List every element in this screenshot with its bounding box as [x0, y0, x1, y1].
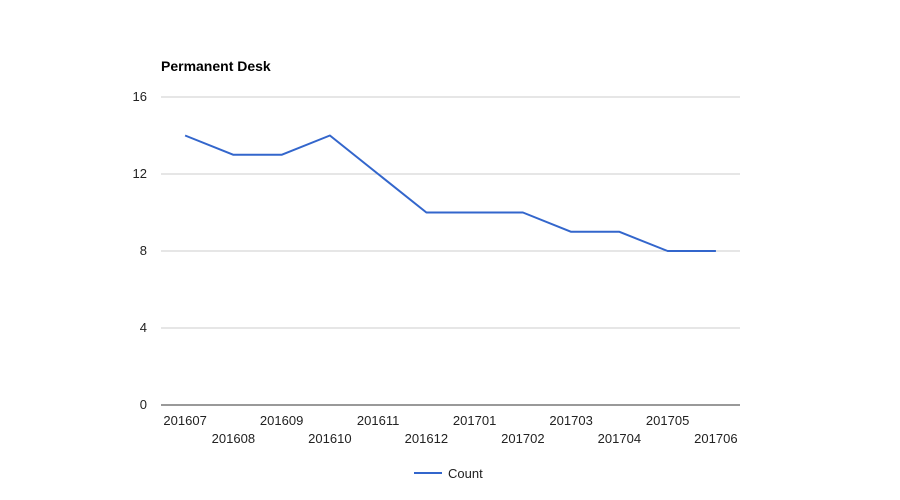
x-tick-label: 201706 [694, 431, 737, 446]
series-line-count [184, 134, 716, 252]
legend[interactable]: Count [414, 466, 483, 481]
y-axis-tick-labels: 0 4 8 12 16 [133, 89, 147, 412]
x-tick-label: 201610 [308, 431, 351, 446]
y-tick-label: 16 [133, 89, 147, 104]
x-tick-label: 201701 [453, 413, 496, 428]
x-tick-label: 201703 [549, 413, 592, 428]
gridlines [161, 96, 740, 329]
legend-label[interactable]: Count [448, 466, 483, 481]
chart-title: Permanent Desk [161, 58, 271, 74]
y-tick-label: 12 [133, 166, 147, 181]
x-tick-label: 201612 [405, 431, 448, 446]
x-axis-tick-labels: 201607 201608 201609 201610 201611 201612 2017… [163, 413, 737, 446]
x-tick-label: 201608 [212, 431, 255, 446]
series-layer [184, 134, 716, 252]
x-tick-label: 201611 [357, 413, 399, 428]
x-tick-label: 201705 [646, 413, 689, 428]
y-tick-label: 8 [140, 243, 147, 258]
x-tick-label: 201702 [501, 431, 544, 446]
y-tick-label: 0 [140, 397, 147, 412]
y-tick-label: 4 [140, 320, 147, 335]
x-tick-label: 201704 [598, 431, 641, 446]
x-tick-label: 201609 [260, 413, 303, 428]
x-tick-label: 201607 [163, 413, 206, 428]
